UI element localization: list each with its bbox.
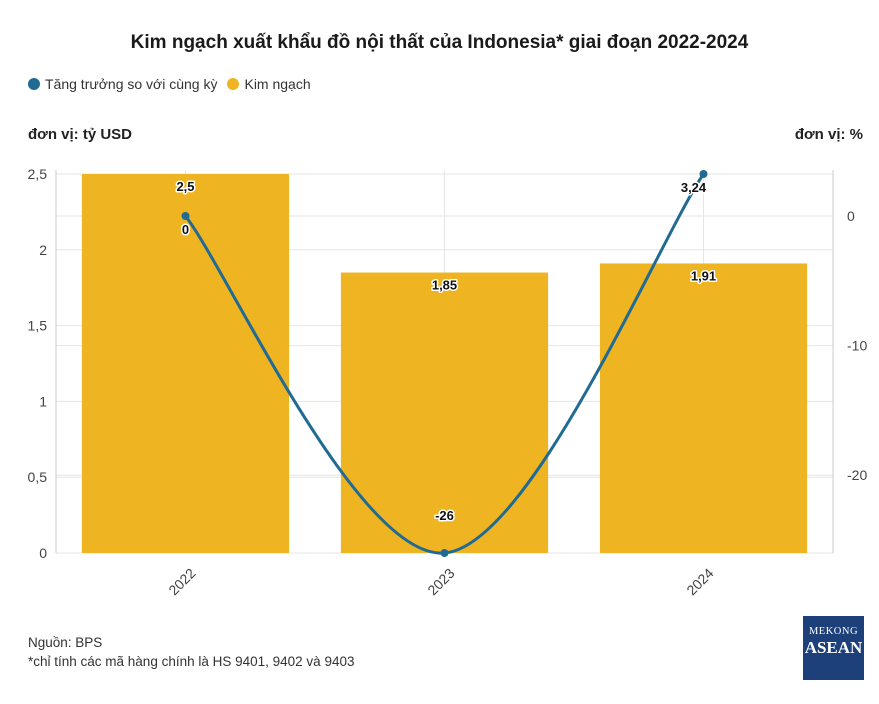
- footnote-text: *chỉ tính các mã hàng chính là HS 9401, …: [28, 654, 355, 669]
- source-note: Nguồn: BPS *chỉ tính các mã hàng chính l…: [28, 633, 354, 671]
- chart-title: Kim ngạch xuất khẩu đồ nội thất của Indo…: [130, 32, 749, 53]
- logo-line1: MEKONG: [808, 626, 859, 637]
- y-left-tick-label: 0,5: [28, 469, 48, 485]
- y-right-tick-label: -20: [847, 467, 867, 483]
- growth-value-label: 0: [182, 222, 189, 237]
- y-left-tick-label: 1: [39, 393, 47, 409]
- logo-line2: ASEAN: [804, 638, 863, 657]
- growth-point-2022: [181, 211, 190, 220]
- legend-item-growth[interactable]: Tăng trưởng so với cùng kỳ: [28, 76, 217, 92]
- legend-label-value: Kim ngạch: [244, 76, 311, 92]
- y-left-tick-label: 2,5: [28, 166, 48, 182]
- bar-value-label: 2,5: [176, 179, 194, 194]
- right-axis-unit: đơn vị: %: [794, 126, 863, 143]
- legend-swatch-value: [227, 78, 240, 90]
- bar-value-label: 1,91: [691, 268, 716, 283]
- y-right-tick-label: -10: [847, 338, 867, 354]
- y-left-tick-label: 2: [39, 242, 47, 258]
- left-axis-unit: đơn vị: tỷ USD: [28, 126, 133, 143]
- growth-value-label: 3,24: [681, 180, 707, 195]
- y-right-tick-label: 0: [847, 208, 855, 224]
- legend-item-value[interactable]: Kim ngạch: [227, 76, 311, 92]
- legend-label-growth: Tăng trưởng so với cùng kỳ: [45, 76, 218, 92]
- growth-value-label: -26: [435, 508, 454, 523]
- growth-point-2023: [440, 549, 449, 557]
- growth-point-2024: [699, 170, 708, 178]
- source-text: Nguồn: BPS: [28, 635, 103, 650]
- bar-value-label: 1,85: [432, 278, 457, 293]
- x-tick-label: 2023: [424, 565, 457, 598]
- y-left-tick-label: 0: [39, 545, 47, 561]
- x-tick-label: 2022: [165, 565, 198, 598]
- bar-2022: [81, 174, 290, 553]
- chart-legend: Tăng trưởng so với cùng kỳ Kim ngạch: [28, 76, 311, 92]
- x-tick-label: 2024: [683, 565, 716, 598]
- bar-2023: [340, 272, 549, 553]
- y-left-tick-label: 1,5: [28, 318, 48, 334]
- legend-swatch-growth: [28, 78, 40, 90]
- brand-logo: MEKONG ASEAN: [803, 616, 864, 680]
- bar-2024: [599, 263, 808, 553]
